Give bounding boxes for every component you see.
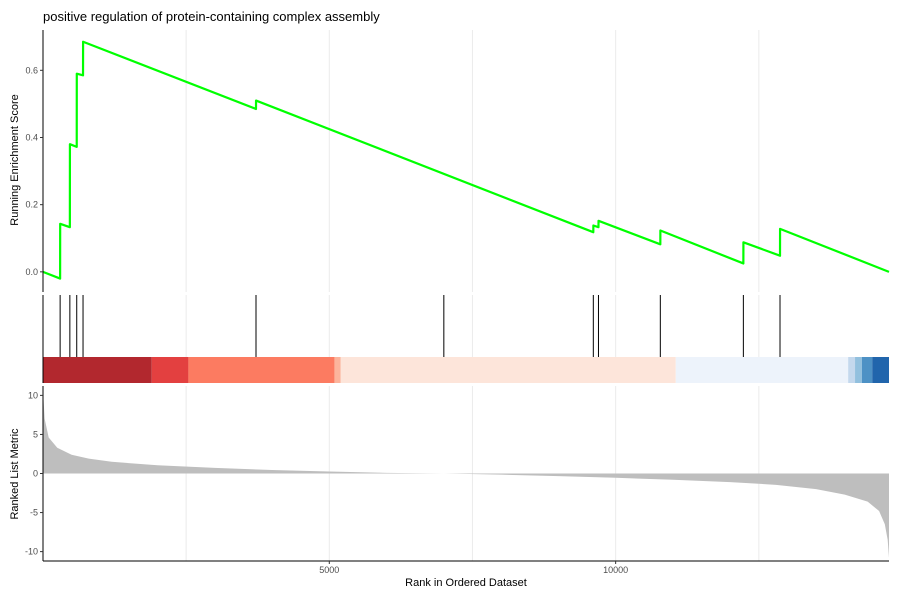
score-y-tick-label: 0.2 bbox=[25, 200, 38, 210]
score-y-tick-label: 0.0 bbox=[25, 267, 38, 277]
rank-color-band bbox=[872, 357, 889, 383]
rank-color-band bbox=[848, 357, 856, 383]
ranked-metric-ylabel: Ranked List Metric bbox=[9, 428, 21, 520]
score-y-tick-label: 0.6 bbox=[25, 65, 38, 75]
x-tick-label: 10000 bbox=[603, 565, 628, 575]
metric-y-tick-label: 0 bbox=[33, 469, 38, 479]
rank-color-band bbox=[675, 357, 849, 383]
x-axis-label: Rank in Ordered Dataset bbox=[405, 577, 527, 589]
x-tick-label: 5000 bbox=[319, 565, 339, 575]
metric-y-tick-label: -10 bbox=[25, 547, 38, 557]
running-enrichment-score-line bbox=[42, 40, 890, 280]
metric-y-tick-label: -5 bbox=[30, 508, 38, 518]
rank-color-band bbox=[43, 357, 152, 383]
plot-title: positive regulation of protein-containin… bbox=[43, 9, 380, 24]
running-score-ylabel: Running Enrichment Score bbox=[9, 94, 21, 225]
rank-color-band bbox=[861, 357, 873, 383]
rank-color-band bbox=[188, 357, 335, 383]
rank-color-band bbox=[334, 357, 341, 383]
rank-color-band bbox=[340, 357, 676, 383]
ranked-metric-area bbox=[43, 391, 889, 558]
rank-color-band bbox=[151, 357, 189, 383]
rank-color-band bbox=[855, 357, 862, 383]
score-y-tick-label: 0.4 bbox=[25, 132, 38, 142]
metric-y-tick-label: 5 bbox=[33, 429, 38, 439]
metric-y-tick-label: 10 bbox=[28, 390, 38, 400]
